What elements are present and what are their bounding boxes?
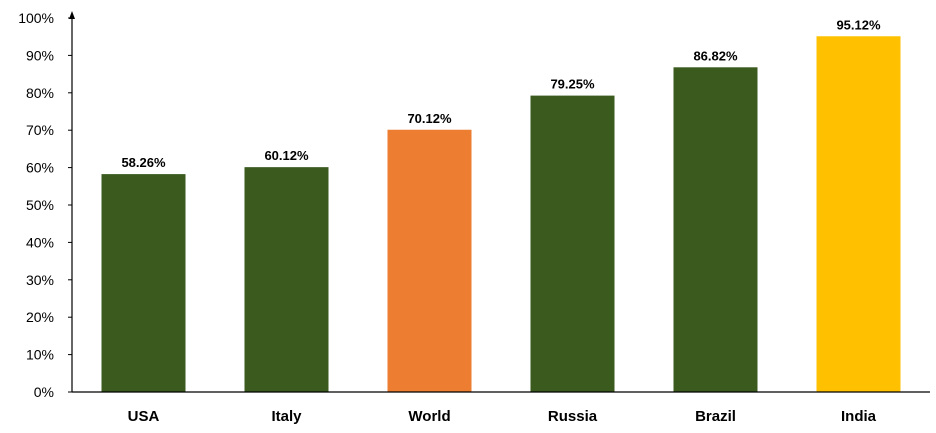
y-tick-label: 80% xyxy=(26,85,54,101)
x-tick-label-usa: USA xyxy=(128,408,160,425)
bars xyxy=(101,36,901,393)
y-tick-label: 50% xyxy=(26,197,54,213)
bar-usa xyxy=(101,174,186,392)
y-tick-label: 60% xyxy=(26,160,54,176)
value-label-world: 70.12% xyxy=(407,111,452,126)
value-label-brazil: 86.82% xyxy=(693,48,738,63)
y-axis-ticks: 0% 10% 20% 30% 40% 50% 60% 70% 80% 90% 100% xyxy=(18,10,72,400)
y-tick-label: 40% xyxy=(26,234,54,250)
value-label-italy: 60.12% xyxy=(264,148,309,163)
y-tick-label: 70% xyxy=(26,122,54,138)
value-label-usa: 58.26% xyxy=(121,155,166,170)
y-tick-label: 10% xyxy=(26,347,54,363)
y-tick-label: 30% xyxy=(26,272,54,288)
value-label-india: 95.12% xyxy=(836,17,881,32)
axes xyxy=(69,11,930,393)
value-label-russia: 79.25% xyxy=(550,77,595,92)
bar-italy xyxy=(244,167,329,392)
bar-world xyxy=(387,129,472,392)
x-tick-label-russia: Russia xyxy=(548,408,598,425)
y-tick-label: 100% xyxy=(18,10,54,26)
bar-india xyxy=(816,36,901,393)
x-axis-labels: USA Italy World Russia Brazil India xyxy=(128,408,877,425)
x-tick-label-italy: Italy xyxy=(271,408,302,425)
x-tick-label-india: India xyxy=(841,408,877,425)
bar-brazil xyxy=(673,67,758,392)
y-tick-label: 0% xyxy=(34,384,54,400)
x-tick-label-world: World xyxy=(408,408,450,425)
bar-russia xyxy=(530,95,615,392)
x-tick-label-brazil: Brazil xyxy=(695,408,736,425)
y-axis-arrow-icon xyxy=(69,11,75,19)
y-tick-label: 20% xyxy=(26,309,54,325)
y-tick-label: 90% xyxy=(26,47,54,63)
value-labels: 58.26% 60.12% 70.12% 79.25% 86.82% 95.12% xyxy=(121,17,881,170)
